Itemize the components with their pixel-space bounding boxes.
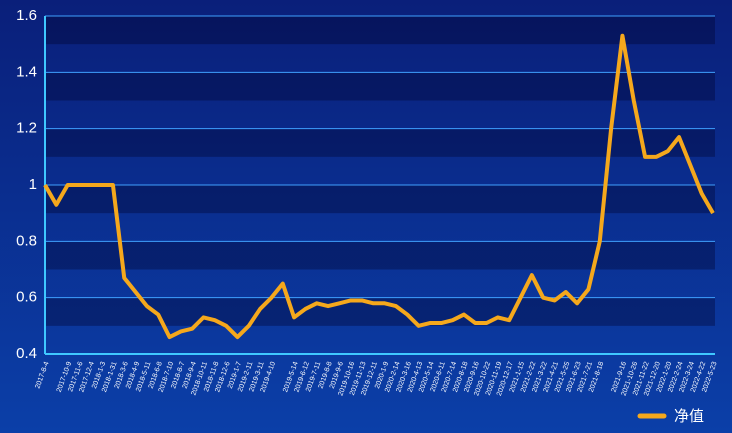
y-tick-label: 0.4 xyxy=(16,345,37,362)
line xyxy=(43,33,715,340)
y-tick-label: 1.6 xyxy=(16,7,37,24)
band xyxy=(45,128,715,157)
y-tick-label: 1 xyxy=(29,176,37,193)
legend-label: 净值 xyxy=(674,408,704,425)
y-tick-label: 0.6 xyxy=(16,289,37,306)
y-tick-label: 1.4 xyxy=(16,63,37,80)
band xyxy=(45,16,715,45)
band xyxy=(45,241,715,270)
y-tick-label: 0.8 xyxy=(16,232,37,249)
y-tick-label: 1.2 xyxy=(16,120,37,137)
band xyxy=(45,185,715,214)
band xyxy=(45,72,715,101)
